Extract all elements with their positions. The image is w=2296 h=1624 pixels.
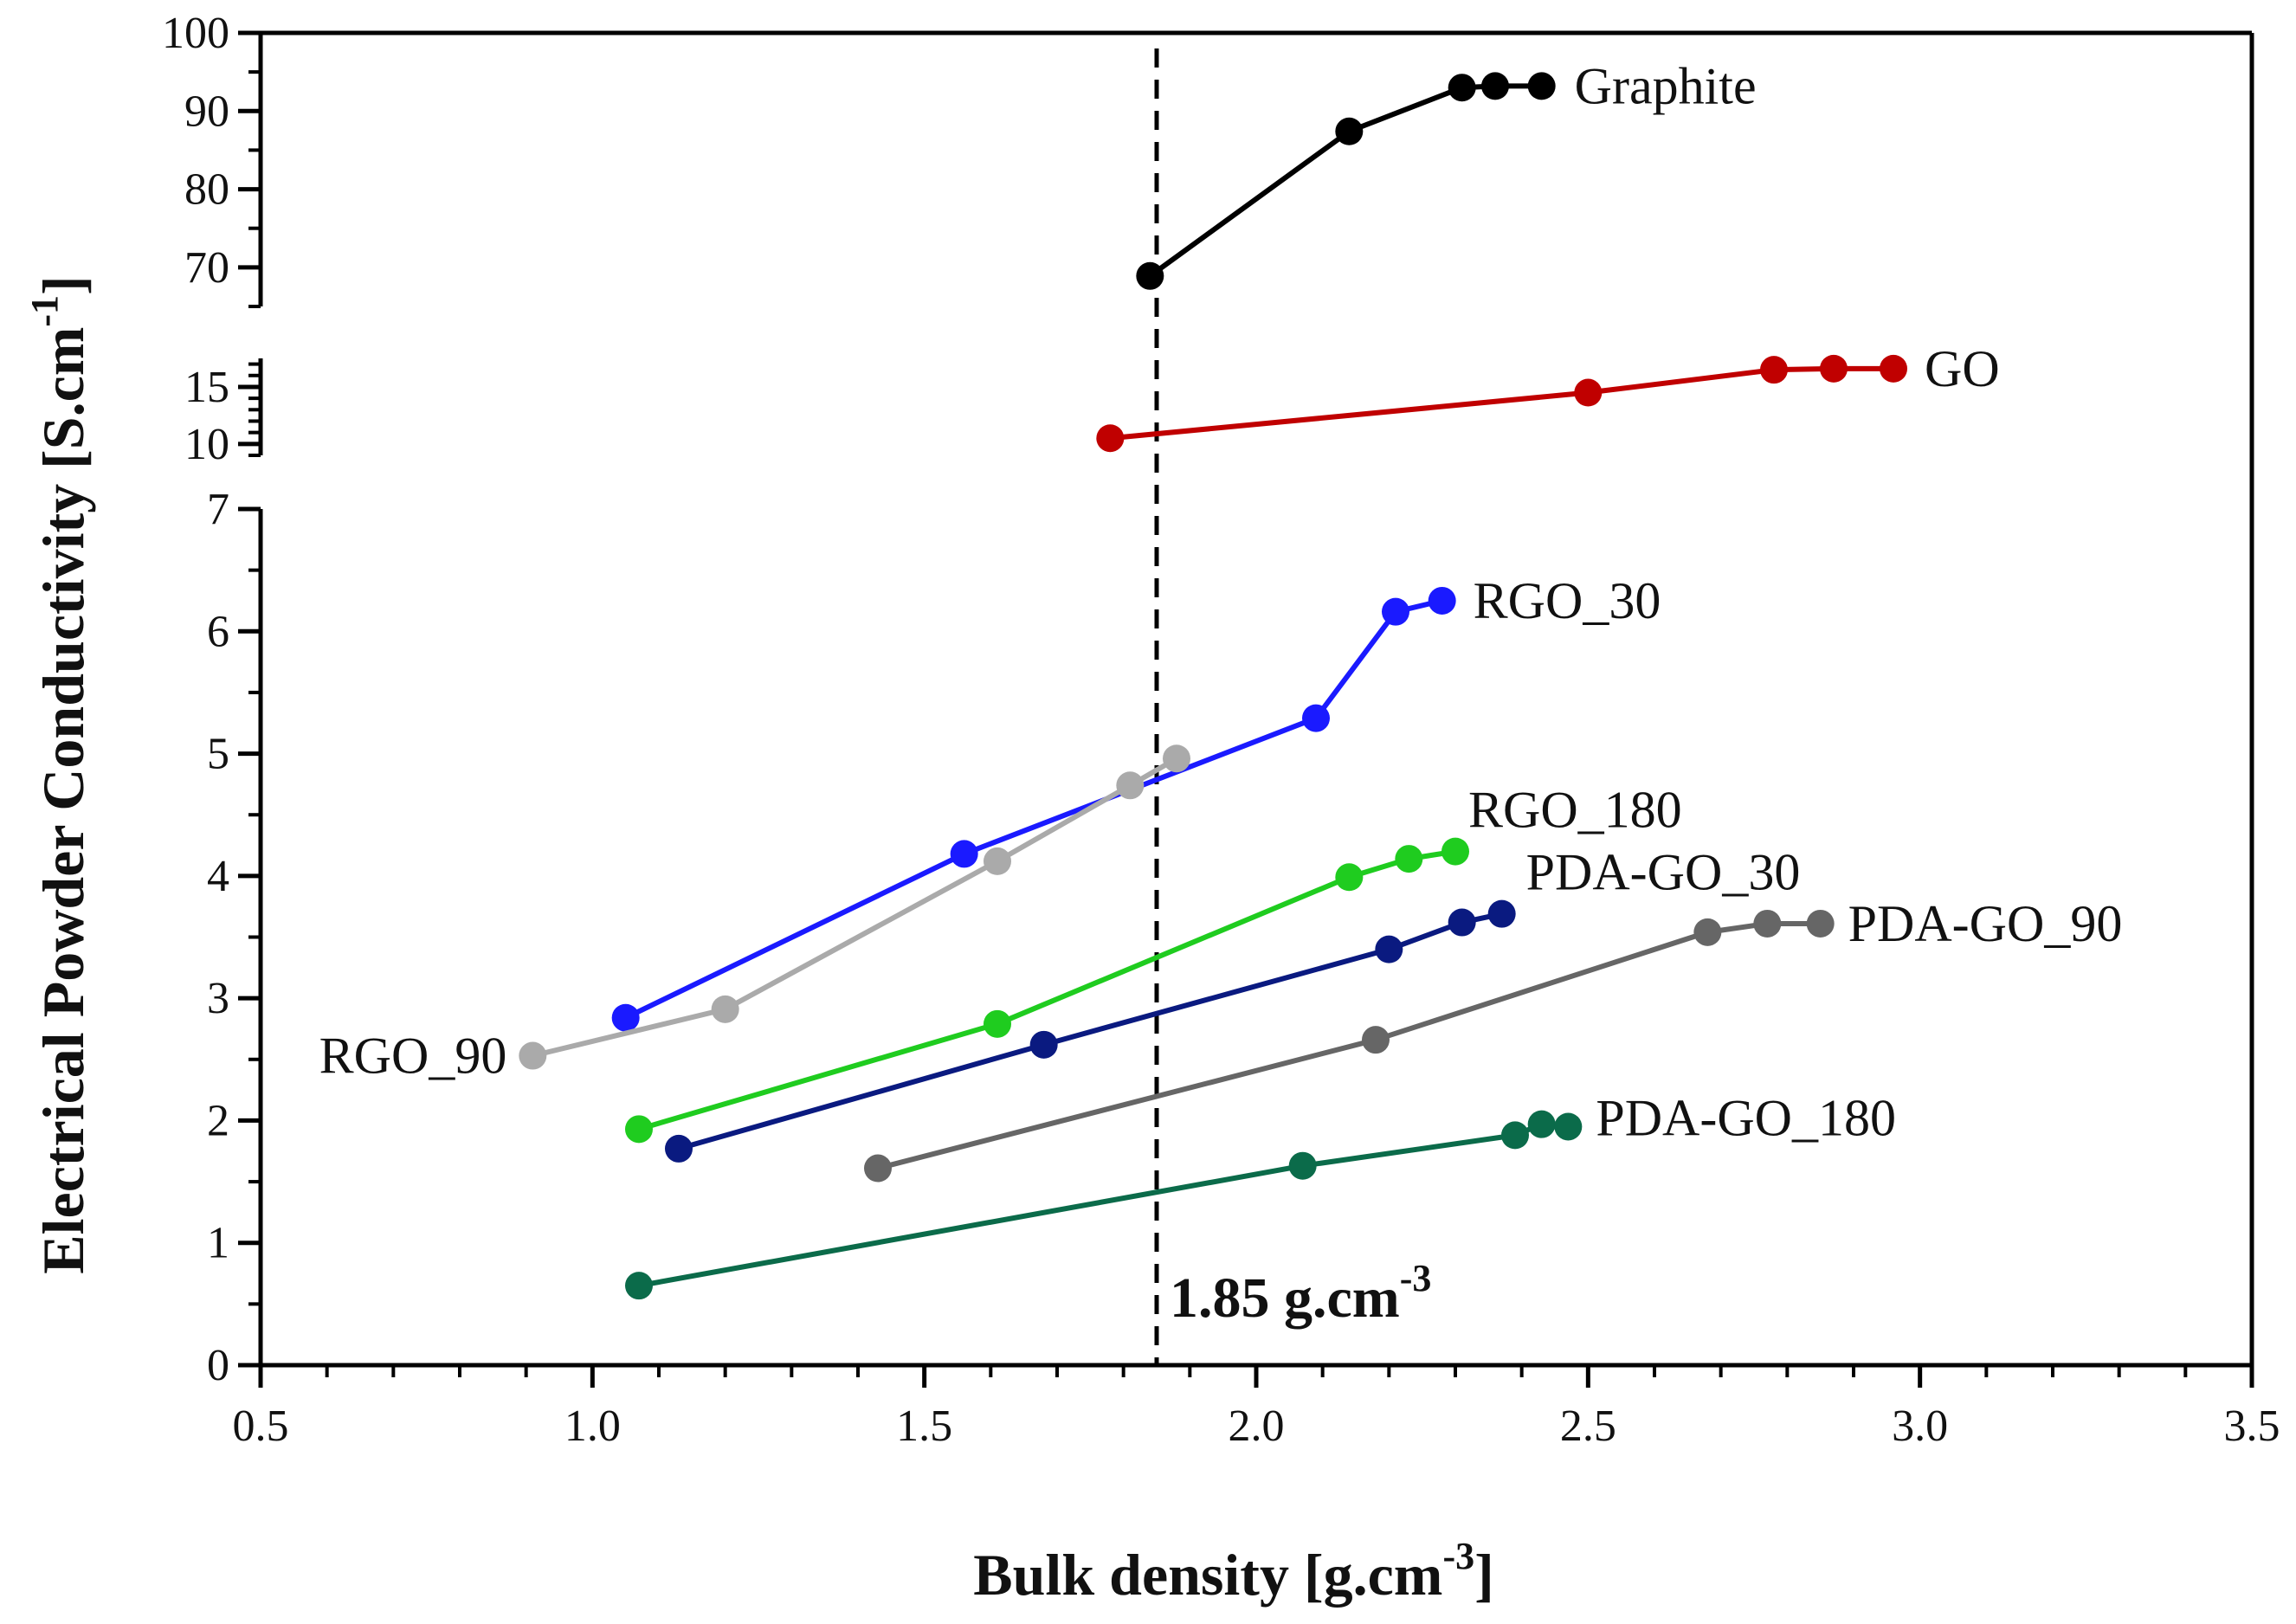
data-point-go (1760, 356, 1788, 384)
series-label-pda-go-90: PDA-GO_90 (1848, 895, 2123, 952)
data-point-pda-go-90 (864, 1154, 892, 1183)
series-layer (519, 72, 1907, 1300)
y-tick-label: 3 (207, 974, 229, 1023)
data-point-pda-go-90 (1806, 909, 1835, 938)
data-point-rgo-180 (625, 1115, 653, 1144)
y-tick-label: 15 (184, 363, 229, 412)
x-tick-label: 1.0 (564, 1402, 621, 1451)
y-tick-label: 2 (207, 1096, 229, 1145)
data-point-graphite (1481, 72, 1509, 100)
x-tick-label: 2.0 (1229, 1402, 1285, 1451)
data-point-pda-go-180 (1501, 1121, 1529, 1150)
data-point-rgo-180 (984, 1009, 1011, 1038)
y-tick-label: 90 (184, 87, 229, 136)
data-point-pda-go-180 (1288, 1151, 1317, 1180)
data-point-pda-go-90 (1693, 918, 1722, 946)
y-tick-label: 0 (207, 1341, 229, 1390)
data-point-rgo-30 (950, 840, 978, 868)
series-line-graphite (1148, 83, 1542, 279)
data-point-graphite (1527, 72, 1556, 100)
data-point-pda-go-30 (1448, 908, 1476, 937)
x-tick-label: 2.5 (1560, 1402, 1616, 1451)
data-point-pda-go-180 (1527, 1110, 1556, 1138)
data-point-pda-go-180 (625, 1272, 653, 1300)
series-label-graphite: Graphite (1575, 57, 1757, 114)
y-tick-label: 10 (184, 420, 229, 469)
y-axis-title: Electrical Powder Conductivity [S.cm-1] (23, 275, 96, 1273)
y-tick-label: 7 (207, 485, 229, 534)
data-point-pda-go-30 (1029, 1030, 1058, 1059)
series-label-pda-go-30: PDA-GO_30 (1526, 844, 1801, 901)
axes-layer: 0 1 2 3 4 5 6 7 10 15 70 80 90 100 0.5 1.0 1.5 2.0 2.5 3.0 3… (162, 9, 2280, 1451)
data-point-graphite (1448, 74, 1476, 102)
data-point-pda-go-30 (665, 1134, 693, 1163)
y-tick-label: 80 (184, 165, 229, 215)
data-point-pda-go-30 (1375, 935, 1403, 963)
x-tick-label: 1.5 (896, 1402, 952, 1451)
y-tick-label: 4 (207, 852, 229, 901)
series-label-pda-go-180: PDA-GO_180 (1596, 1089, 1896, 1146)
y-tick-label: 5 (207, 730, 229, 779)
data-point-rgo-30 (1382, 597, 1409, 626)
y-tick-label: 6 (207, 607, 229, 656)
data-point-go (1574, 378, 1603, 407)
series-label-rgo-90: RGO_90 (319, 1028, 507, 1085)
data-point-rgo-30 (1302, 704, 1330, 732)
x-tick-label: 3.0 (1892, 1402, 1948, 1451)
data-point-pda-go-180 (1554, 1112, 1583, 1141)
data-point-go (1820, 354, 1848, 383)
y-tick-label: 70 (184, 243, 229, 293)
series-line-rgo-30 (624, 598, 1443, 1021)
data-point-pda-go-90 (1753, 909, 1782, 938)
data-point-graphite (1335, 117, 1364, 145)
x-tick-label: 0.5 (233, 1402, 289, 1451)
data-point-pda-go-90 (1362, 1026, 1390, 1054)
x-tick-label: 3.5 (2224, 1402, 2280, 1451)
data-point-go (1880, 354, 1907, 383)
x-axis-title: Bulk density [g.cm-3] (973, 1535, 1494, 1608)
data-point-rgo-90 (711, 995, 739, 1023)
data-point-graphite (1136, 261, 1164, 290)
data-point-rgo-30 (611, 1003, 640, 1032)
series-label-go: GO (1925, 340, 2000, 397)
reference-line-label: 1.85 g.cm-3 (1170, 1257, 1431, 1330)
series-label-rgo-180: RGO_180 (1468, 782, 1682, 839)
series-label-rgo-30: RGO_30 (1474, 572, 1661, 629)
data-point-rgo-30 (1428, 586, 1456, 615)
data-point-rgo-90 (519, 1041, 547, 1070)
data-point-go (1096, 424, 1125, 453)
data-point-rgo-180 (1441, 837, 1469, 866)
data-point-rgo-90 (1163, 744, 1190, 773)
y-tick-label: 100 (162, 9, 229, 58)
data-point-pda-go-30 (1487, 899, 1516, 928)
y-tick-label: 1 (207, 1219, 229, 1268)
data-point-rgo-90 (984, 847, 1011, 875)
data-point-rgo-90 (1116, 771, 1145, 800)
data-point-rgo-180 (1395, 845, 1423, 873)
data-point-rgo-180 (1335, 863, 1364, 892)
